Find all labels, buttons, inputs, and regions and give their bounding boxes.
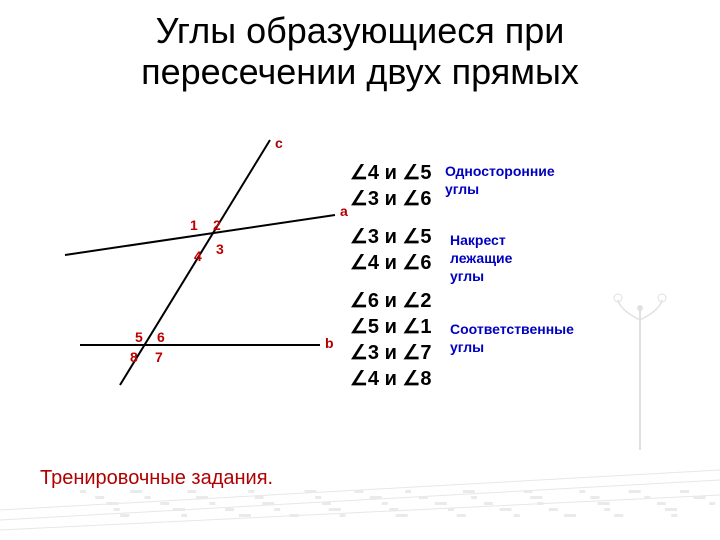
angle-pair: ∠5 и ∠1 — [350, 314, 432, 340]
angle-rules: ∠4 и ∠5∠3 и ∠6Односторонние углы∠3 и ∠5∠… — [350, 160, 432, 404]
angle-label-4: 4 — [194, 248, 202, 264]
title-line-2: пересечении двух прямых — [141, 51, 579, 92]
category-group-0: ∠4 и ∠5∠3 и ∠6Односторонние углы — [350, 160, 432, 212]
line-label-b: b — [325, 335, 334, 351]
line-label-c: c — [275, 135, 283, 151]
angle-label-5: 5 — [135, 329, 143, 345]
title-line-1: Углы образующиеся при — [156, 10, 565, 51]
geometry-diagram: abc12345678 — [20, 145, 340, 415]
angle-label-1: 1 — [190, 217, 198, 233]
category-group-1: ∠3 и ∠5∠4 и ∠6Накрест лежащие углы — [350, 224, 432, 276]
category-label: Накрест лежащие углы — [450, 231, 512, 286]
category-label: Односторонние углы — [445, 162, 555, 198]
angle-pair: ∠4 и ∠8 — [350, 366, 432, 392]
angle-pair: ∠4 и ∠6 — [350, 250, 432, 276]
footer-text: Тренировочные задания. — [40, 467, 273, 490]
lamp-decoration — [610, 290, 670, 450]
angle-pair: ∠3 и ∠7 — [350, 340, 432, 366]
angle-label-3: 3 — [216, 241, 224, 257]
category-label: Соответственные углы — [450, 320, 574, 356]
line-label-a: a — [340, 203, 348, 219]
angle-label-6: 6 — [157, 329, 165, 345]
angle-label-7: 7 — [155, 349, 163, 365]
angle-pair: ∠3 и ∠6 — [350, 186, 432, 212]
angle-label-2: 2 — [213, 217, 221, 233]
angle-label-8: 8 — [130, 349, 138, 365]
lines-svg — [20, 145, 360, 415]
category-group-2: ∠6 и ∠2∠5 и ∠1∠3 и ∠7∠4 и ∠8Соответствен… — [350, 288, 432, 392]
page-title: Углы образующиеся при пересечении двух п… — [0, 0, 720, 93]
angle-pair: ∠3 и ∠5 — [350, 224, 432, 250]
angle-pair: ∠6 и ∠2 — [350, 288, 432, 314]
angle-pair: ∠4 и ∠5 — [350, 160, 432, 186]
